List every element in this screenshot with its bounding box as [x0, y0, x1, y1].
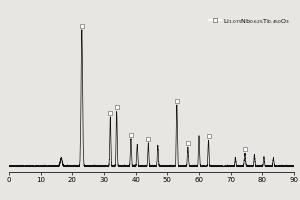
Legend: Li$_{1.075}$Nb$_{0.625}$Ti$_{0.450}$O$_3$: Li$_{1.075}$Nb$_{0.625}$Ti$_{0.450}$O$_3… [208, 16, 291, 26]
